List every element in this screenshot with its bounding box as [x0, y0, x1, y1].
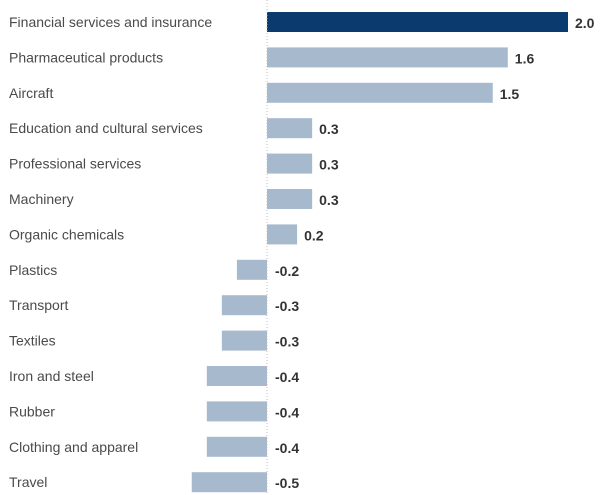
value-label: -0.4 — [275, 404, 299, 420]
value-label: 0.3 — [319, 192, 339, 208]
category-label: Machinery — [9, 191, 74, 207]
category-label: Travel — [9, 474, 47, 490]
category-label: Financial services and insurance — [9, 14, 212, 30]
category-label: Textiles — [9, 333, 56, 349]
category-label: Pharmaceutical products — [9, 49, 163, 65]
value-label: 0.3 — [319, 121, 339, 137]
value-label: -0.4 — [275, 440, 299, 456]
bar — [206, 366, 267, 386]
value-label: -0.3 — [275, 334, 299, 350]
category-label: Rubber — [9, 403, 55, 419]
value-label: 0.3 — [319, 157, 339, 173]
bar — [267, 153, 313, 174]
bar — [221, 295, 267, 316]
bar — [267, 189, 313, 209]
category-label: Iron and steel — [9, 368, 94, 384]
bar — [267, 12, 568, 32]
value-label: 1.6 — [515, 50, 535, 66]
bar — [267, 118, 313, 139]
category-label: Clothing and apparel — [9, 439, 138, 455]
category-label: Professional services — [9, 156, 141, 172]
bar — [191, 472, 267, 493]
bar — [206, 436, 267, 457]
bar — [206, 401, 267, 422]
category-label: Plastics — [9, 262, 57, 278]
labels-layer: Financial services and insurance 2.0 Pharm… — [9, 14, 595, 491]
value-label: -0.5 — [275, 475, 299, 491]
value-label: -0.4 — [275, 369, 299, 385]
value-label: -0.3 — [275, 298, 299, 314]
category-label: Transport — [9, 297, 69, 313]
bar — [267, 224, 298, 245]
value-label: 0.2 — [304, 227, 324, 243]
value-label: 1.5 — [500, 86, 520, 102]
bar — [267, 47, 508, 68]
value-label: -0.2 — [275, 263, 299, 279]
value-label: 2.0 — [575, 15, 595, 31]
category-label: Aircraft — [9, 85, 53, 101]
bar — [267, 82, 493, 103]
bars-layer — [191, 12, 568, 493]
bar — [236, 259, 267, 280]
bar — [221, 330, 267, 351]
category-label: Education and cultural services — [9, 120, 203, 136]
category-label: Organic chemicals — [9, 226, 124, 242]
